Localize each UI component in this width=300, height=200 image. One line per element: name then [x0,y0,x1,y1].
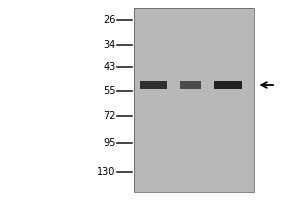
Text: 95: 95 [103,138,116,148]
Text: 26: 26 [103,15,116,25]
Text: 130: 130 [97,167,116,177]
Text: 72: 72 [103,111,116,121]
Text: 43: 43 [103,62,116,72]
Text: 55: 55 [103,86,116,96]
Text: 34: 34 [103,40,116,50]
